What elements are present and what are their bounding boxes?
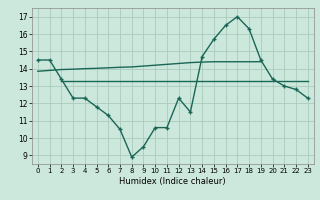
X-axis label: Humidex (Indice chaleur): Humidex (Indice chaleur) [119, 177, 226, 186]
